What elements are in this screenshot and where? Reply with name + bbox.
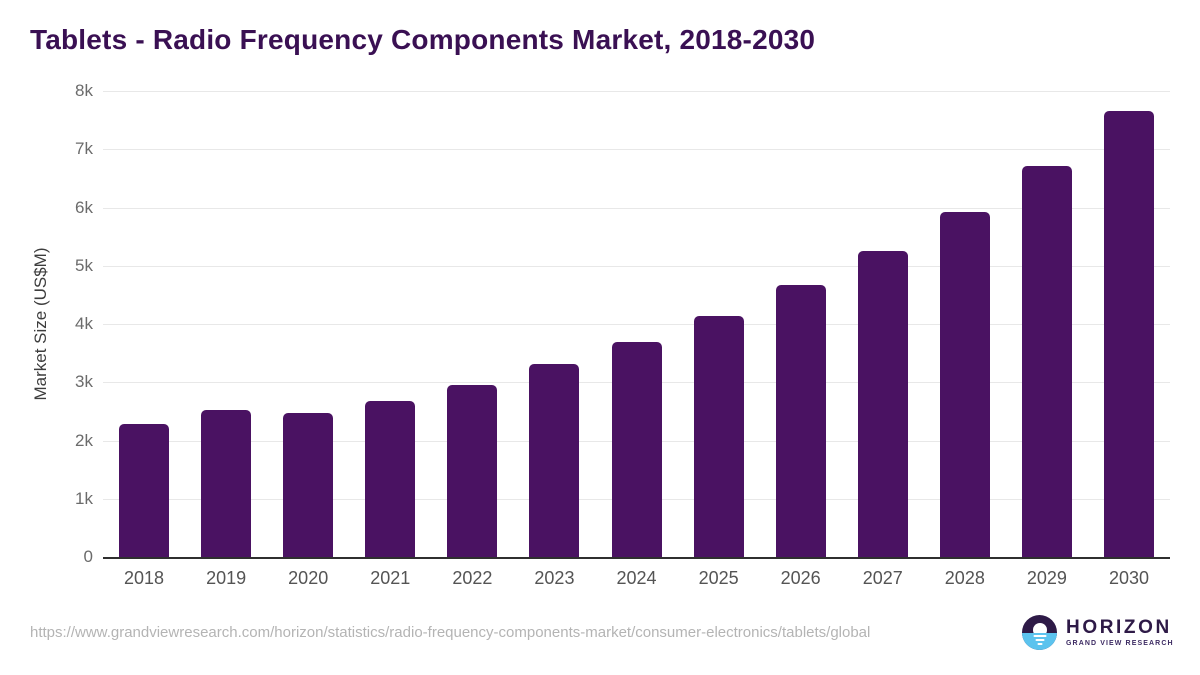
bar-2019[interactable] bbox=[201, 410, 252, 557]
x-axis-label-2021: 2021 bbox=[370, 568, 411, 588]
x-axis-label-2023: 2023 bbox=[534, 568, 575, 588]
bar-slot-2021 bbox=[349, 91, 431, 557]
gridline-5k bbox=[103, 265, 1170, 267]
x-axis-label-2024: 2024 bbox=[616, 568, 657, 588]
bar-2030[interactable] bbox=[1103, 111, 1154, 557]
horizon-icon-reflection bbox=[1033, 635, 1046, 637]
bar-2026[interactable] bbox=[775, 284, 826, 557]
x-axis-line bbox=[103, 557, 1170, 559]
bar-slot-2025 bbox=[678, 91, 760, 557]
bar-series bbox=[103, 91, 1170, 557]
bar-2024[interactable] bbox=[611, 342, 662, 557]
gridline-8k bbox=[103, 91, 1170, 92]
y-axis-tick-label-2k: 2k bbox=[75, 430, 93, 450]
bar-slot-2028 bbox=[924, 91, 1006, 557]
y-axis-tick-label-3k: 3k bbox=[75, 372, 93, 392]
y-axis-tick-label-8k: 8k bbox=[75, 81, 93, 100]
x-axis-label-2019: 2019 bbox=[206, 568, 247, 588]
bar-slot-2030 bbox=[1088, 91, 1170, 557]
gridline-6k bbox=[103, 207, 1170, 209]
bar-slot-2022 bbox=[431, 91, 513, 557]
x-axis-label-2027: 2027 bbox=[862, 568, 903, 588]
bar-slot-2029 bbox=[1006, 91, 1088, 557]
bar-2020[interactable] bbox=[283, 413, 334, 557]
horizon-logo-name: HORIZON bbox=[1066, 617, 1172, 638]
bar-slot-2024 bbox=[595, 91, 677, 557]
bar-2027[interactable] bbox=[857, 251, 908, 557]
bar-slot-2019 bbox=[185, 91, 267, 557]
horizon-icon-reflection bbox=[1035, 639, 1044, 641]
bar-2029[interactable] bbox=[1021, 166, 1072, 557]
y-axis-tick-label-6k: 6k bbox=[75, 197, 93, 217]
horizon-logo: HORIZON GRAND VIEW RESEARCH bbox=[1022, 615, 1174, 650]
horizon-icon-reflection bbox=[1037, 643, 1042, 645]
horizon-icon-sea bbox=[1022, 632, 1057, 650]
y-axis-ticks: 8k 7k 6k 5k 4k 3k 2k 1k 0 bbox=[0, 81, 93, 566]
horizon-logo-icon bbox=[1022, 615, 1057, 650]
bar-2018[interactable] bbox=[119, 424, 170, 557]
gridline-7k bbox=[103, 149, 1170, 151]
y-axis-tick-label-5k: 5k bbox=[75, 255, 93, 275]
source-url: https://www.grandviewresearch.com/horizo… bbox=[30, 624, 871, 641]
x-axis-label-2030: 2030 bbox=[1108, 568, 1149, 588]
bar-slot-2026 bbox=[760, 91, 842, 557]
y-axis-tick-label-4k: 4k bbox=[75, 314, 93, 333]
y-axis-tick-label-7k: 7k bbox=[75, 139, 93, 159]
chart-title: Tablets - Radio Frequency Components Mar… bbox=[30, 24, 816, 55]
horizon-logo-tagline: GRAND VIEW RESEARCH bbox=[1066, 640, 1174, 647]
bar-slot-2027 bbox=[842, 91, 924, 557]
y-axis-tick-label-0: 0 bbox=[83, 547, 93, 566]
bar-slot-2023 bbox=[513, 91, 595, 557]
x-axis-label-2026: 2026 bbox=[780, 568, 821, 588]
x-axis-label-2022: 2022 bbox=[452, 568, 493, 588]
bar-2021[interactable] bbox=[365, 400, 416, 557]
bar-2025[interactable] bbox=[693, 316, 744, 557]
x-axis-labels: 2018 2019 2020 2021 2022 2023 2024 2025 2026 2027… bbox=[103, 568, 1170, 589]
x-axis-label-2018: 2018 bbox=[124, 568, 165, 588]
bar-2028[interactable] bbox=[939, 211, 990, 557]
y-axis-tick-label-1k: 1k bbox=[75, 488, 93, 508]
x-axis-label-2025: 2025 bbox=[698, 568, 739, 588]
bar-slot-2020 bbox=[267, 91, 349, 557]
bar-2023[interactable] bbox=[529, 364, 580, 557]
x-axis-label-2029: 2029 bbox=[1026, 568, 1067, 588]
plot-area bbox=[103, 91, 1170, 559]
bar-slot-2018 bbox=[103, 91, 185, 557]
bar-2022[interactable] bbox=[447, 385, 498, 557]
x-axis-label-2028: 2028 bbox=[944, 568, 985, 588]
horizon-logo-text: HORIZON GRAND VIEW RESEARCH bbox=[1066, 618, 1174, 647]
gridline-4k bbox=[103, 324, 1170, 325]
x-axis-label-2020: 2020 bbox=[288, 568, 329, 588]
